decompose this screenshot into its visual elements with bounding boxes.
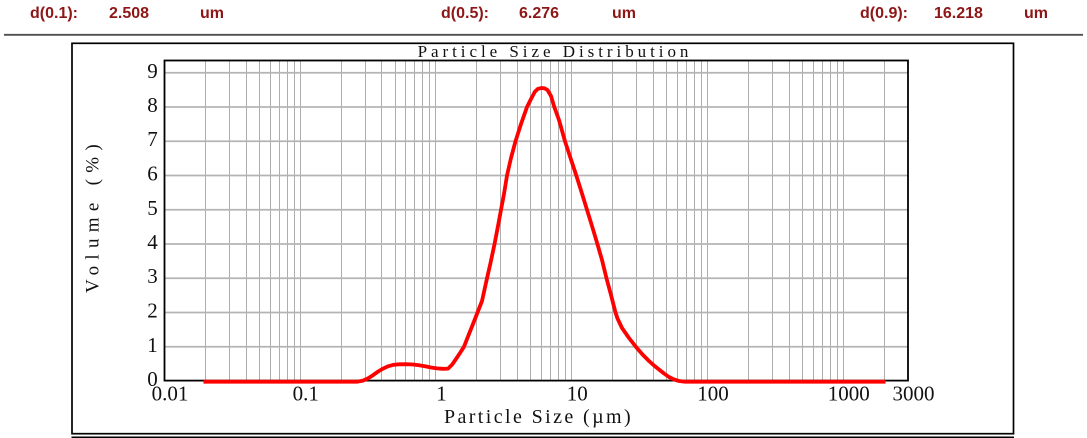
svg-text:6.276: 6.276 — [519, 5, 559, 22]
svg-text:d(0.1):: d(0.1): — [30, 5, 78, 22]
svg-text:um: um — [1024, 5, 1048, 22]
svg-text:3: 3 — [147, 264, 158, 288]
svg-text:4: 4 — [147, 230, 158, 254]
svg-text:Volume (%): Volume (%) — [83, 138, 104, 293]
svg-text:3000: 3000 — [893, 381, 935, 405]
svg-text:0: 0 — [147, 367, 158, 391]
svg-text:d(0.5):: d(0.5): — [441, 5, 489, 22]
svg-text:2: 2 — [147, 299, 158, 323]
svg-text:0.1: 0.1 — [293, 381, 319, 405]
svg-text:6: 6 — [147, 162, 158, 186]
svg-text:10: 10 — [567, 381, 588, 405]
svg-text:7: 7 — [147, 127, 158, 151]
svg-text:16.218: 16.218 — [934, 5, 983, 22]
svg-text:2.508: 2.508 — [109, 5, 149, 22]
svg-text:d(0.9):: d(0.9): — [860, 5, 908, 22]
svg-text:1: 1 — [436, 381, 447, 405]
svg-text:8: 8 — [147, 93, 158, 117]
svg-text:9: 9 — [147, 59, 158, 83]
svg-text:Particle Size (µm): Particle Size (µm) — [444, 406, 633, 428]
svg-text:1: 1 — [147, 333, 158, 357]
svg-text:100: 100 — [697, 381, 729, 405]
svg-text:Particle Size Distribution: Particle Size Distribution — [418, 42, 693, 61]
svg-text:1000: 1000 — [828, 381, 870, 405]
svg-text:um: um — [612, 5, 636, 22]
svg-text:0.01: 0.01 — [152, 381, 189, 405]
svg-text:um: um — [200, 5, 224, 22]
svg-text:5: 5 — [147, 196, 158, 220]
